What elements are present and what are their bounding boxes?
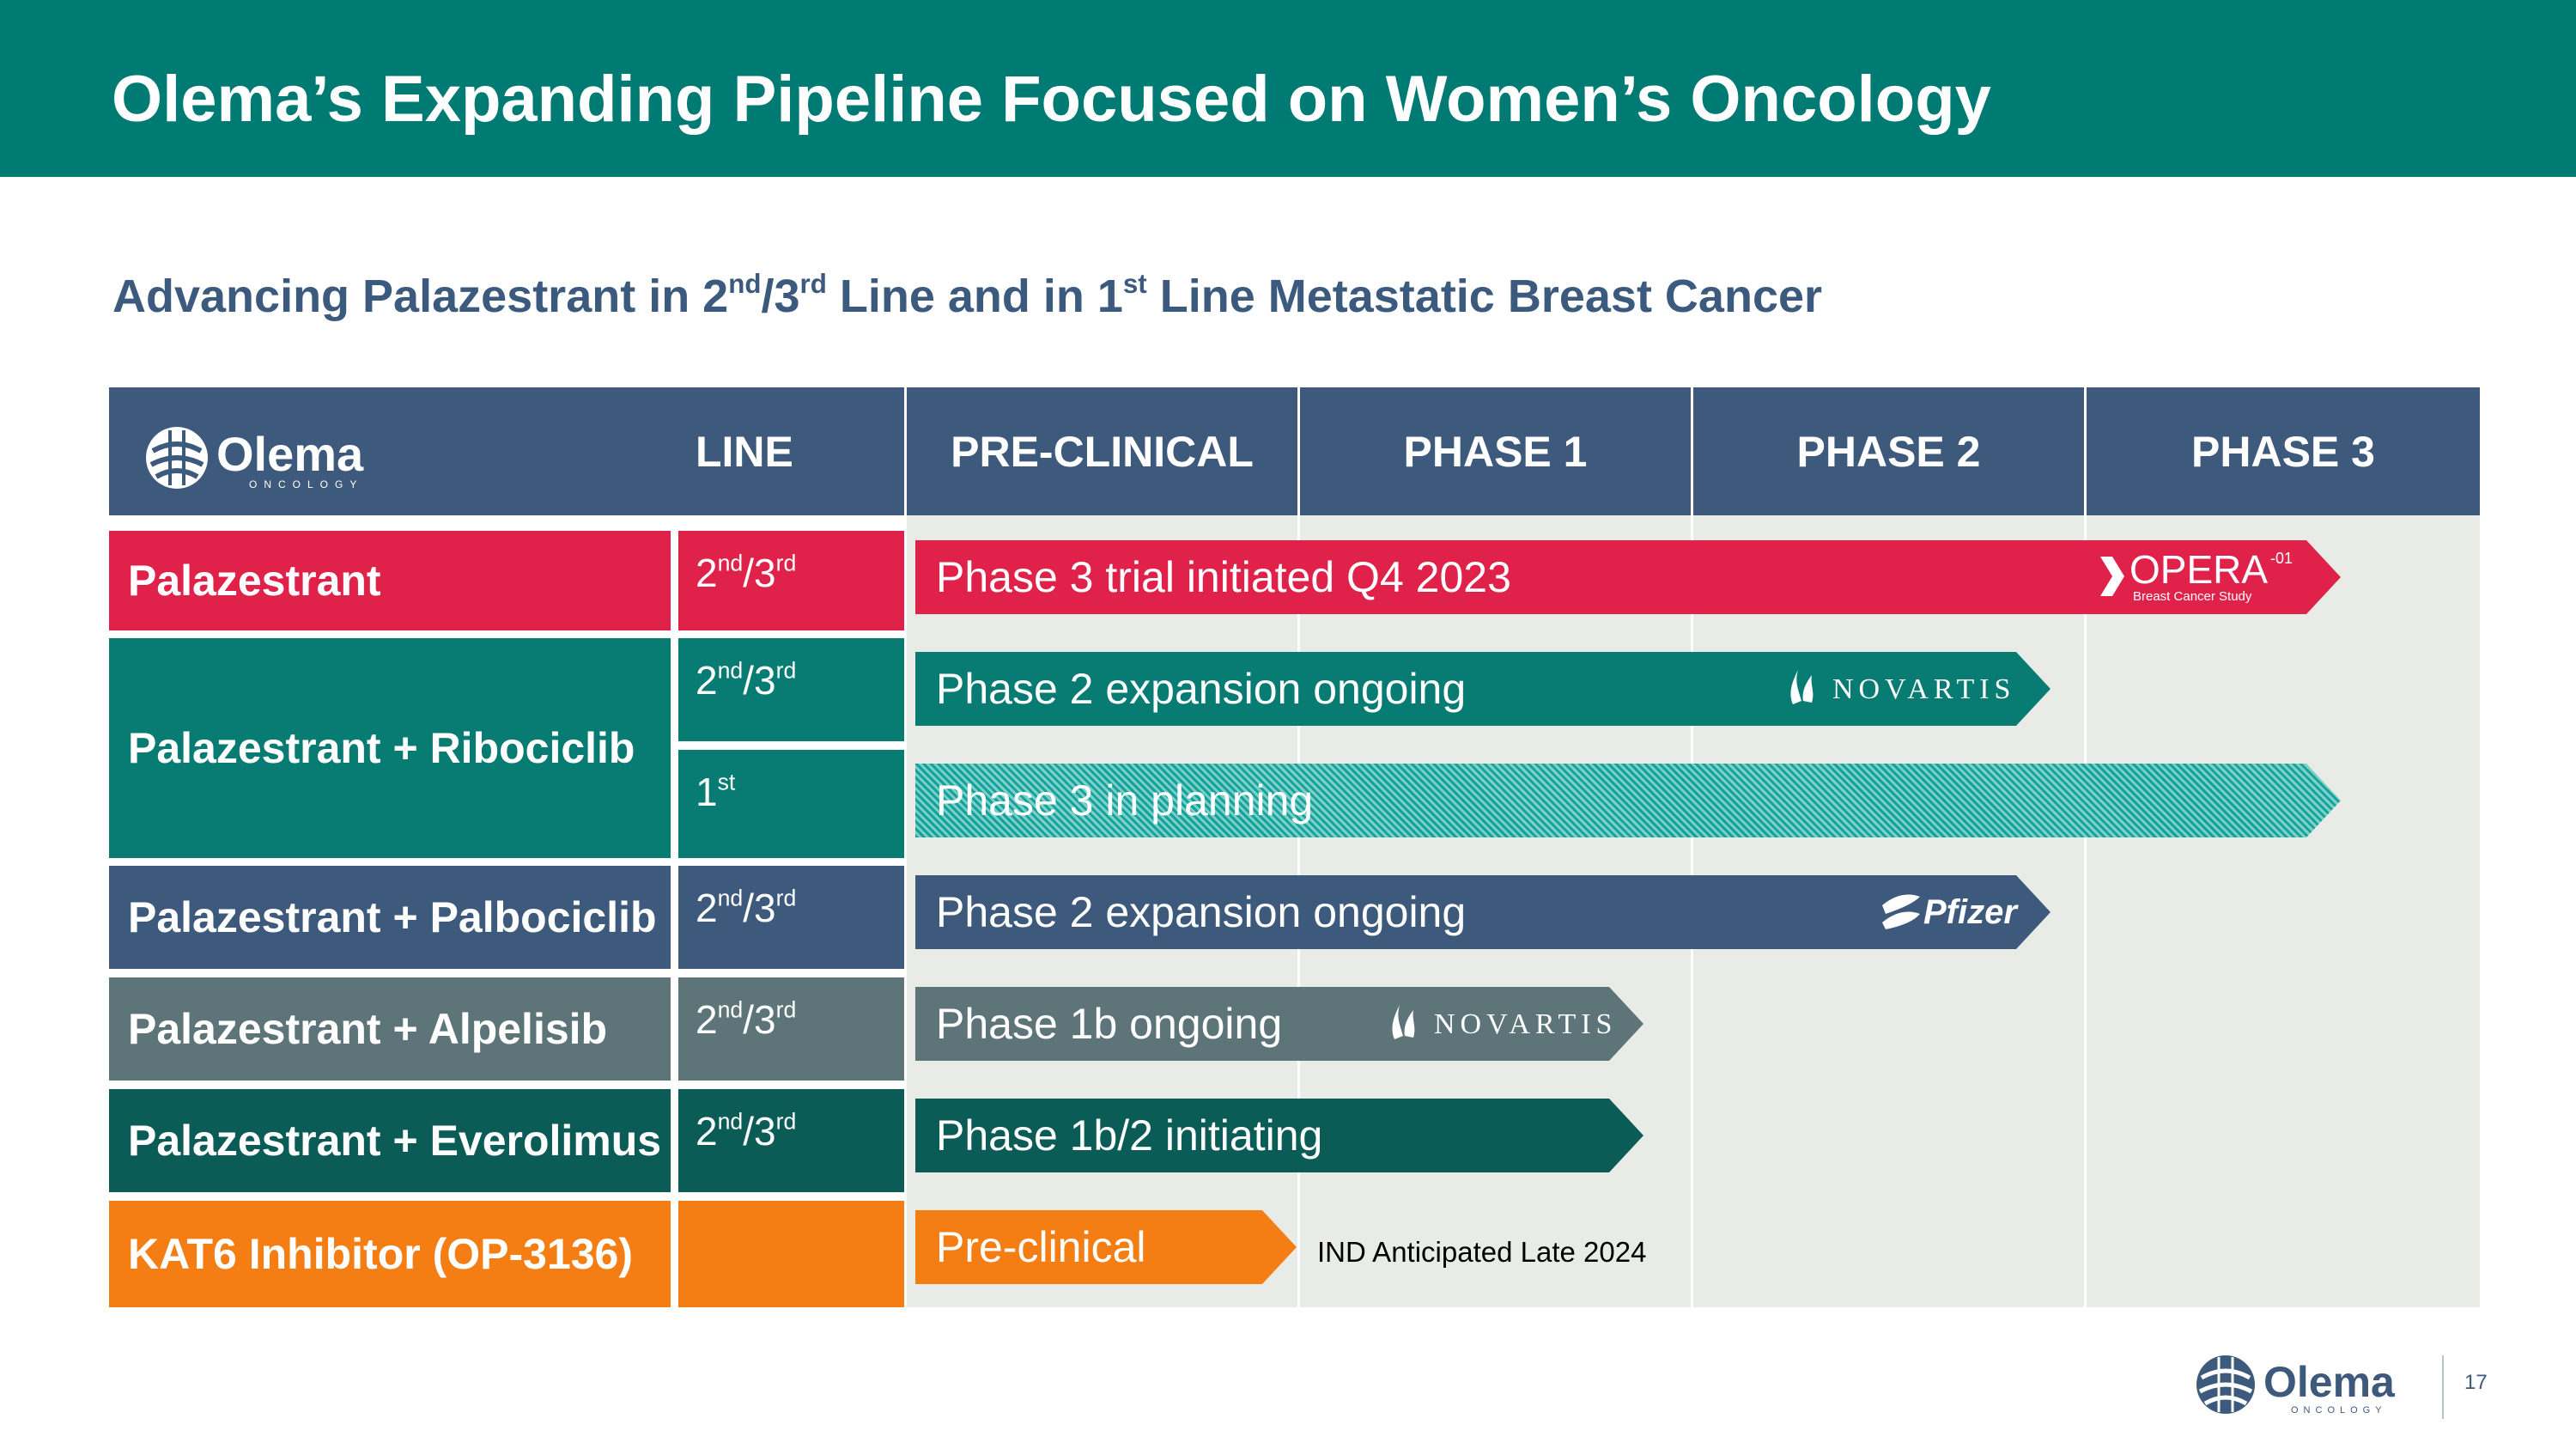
- footer-logo: Olema ONCOLOGY: [2195, 1352, 2418, 1429]
- ind-anticipated-note: IND Anticipated Late 2024: [1317, 1236, 1647, 1268]
- header-logo: Olema ONCOLOGY: [144, 425, 393, 502]
- header-phase2: PHASE 2: [1693, 387, 2084, 515]
- line-cell: 1st: [678, 750, 904, 858]
- header-drug-col: [109, 387, 904, 515]
- header-divider: [904, 387, 907, 515]
- opera-wordmark: OPERA: [2129, 547, 2269, 592]
- header-phase1: PHASE 1: [1300, 387, 1691, 515]
- progress-label: Phase 1b ongoing: [936, 1000, 1283, 1048]
- line-cell-empty: [678, 1201, 904, 1307]
- progress-bar-palbociclib: Phase 2 expansion ongoing: [915, 875, 2050, 949]
- olema-logo-icon: [2196, 1355, 2255, 1414]
- opera-01-logo: OPERA -01 Breast Cancer Study: [2099, 550, 2305, 610]
- progress-label: Phase 3 in planning: [936, 776, 1314, 825]
- footer-logo-tagline: ONCOLOGY: [2291, 1405, 2387, 1416]
- header-divider: [1691, 387, 1693, 515]
- subtitle: Advancing Palazestrant in 2nd/3rd Line a…: [112, 269, 1823, 322]
- novartis-flame-icon: [1392, 1005, 1415, 1039]
- line-cell: 2nd/3rd: [678, 1089, 904, 1192]
- progress-bar-alpelisib: Phase 1b ongoing: [915, 987, 1643, 1061]
- pfizer-pill-icon: [1882, 894, 1920, 929]
- progress-label: Phase 2 expansion ongoing: [936, 665, 1467, 713]
- drug-cell-palazestrant: Palazestrant: [109, 531, 671, 630]
- header-logo-wordmark: Olema: [216, 427, 364, 481]
- header-preclinical: PRE-CLINICAL: [907, 387, 1297, 515]
- opera-chevron-icon: [2100, 557, 2124, 596]
- progress-bar-ribociclib-2l: Phase 2 expansion ongoing: [915, 652, 2050, 726]
- novartis-wordmark: NOVARTIS: [1434, 1008, 1618, 1040]
- line-cell: 2nd/3rd: [678, 866, 904, 969]
- progress-bar-everolimus: Phase 1b/2 initiating: [915, 1099, 1643, 1172]
- drug-cell-palazestrant-everolimus: Palazestrant + Everolimus: [109, 1089, 671, 1192]
- opera-subtitle: Breast Cancer Study: [2133, 589, 2252, 604]
- progress-bar-kat6: Pre-clinical: [915, 1210, 1297, 1284]
- progress-bar-palazestrant: Phase 3 trial initiated Q4 2023: [915, 540, 2341, 614]
- footer-divider: [2442, 1355, 2444, 1419]
- footer-logo-wordmark: Olema: [2263, 1358, 2395, 1406]
- olema-logo-icon: [146, 427, 208, 489]
- line-cell: 2nd/3rd: [678, 977, 904, 1081]
- phase-gridline: [2084, 515, 2087, 1307]
- header-divider: [1297, 387, 1300, 515]
- opera-suffix: -01: [2270, 550, 2293, 567]
- line-cell: 2nd/3rd: [678, 531, 904, 630]
- drug-cell-palazestrant-ribociclib: Palazestrant + Ribociclib: [109, 638, 671, 858]
- drug-cell-kat6-inhibitor: KAT6 Inhibitor (OP-3136): [109, 1201, 671, 1307]
- novartis-logo: NOVARTIS: [1786, 667, 2010, 711]
- progress-label: Pre-clinical: [936, 1223, 1146, 1271]
- pfizer-logo: Pfizer: [1877, 885, 2017, 940]
- progress-label: Phase 1b/2 initiating: [936, 1111, 1323, 1160]
- header-line: LINE: [696, 427, 793, 476]
- pfizer-wordmark: Pfizer: [1923, 893, 2017, 931]
- page-title: Olema’s Expanding Pipeline Focused on Wo…: [112, 63, 1991, 136]
- drug-cell-palazestrant-alpelisib: Palazestrant + Alpelisib: [109, 977, 671, 1081]
- header-phase3: PHASE 3: [2087, 387, 2480, 515]
- header-divider: [2084, 387, 2087, 515]
- novartis-flame-icon: [1790, 670, 1814, 704]
- title-bar: [0, 0, 2576, 177]
- line-cell: 2nd/3rd: [678, 638, 904, 741]
- page-number: 17: [2464, 1371, 2488, 1394]
- progress-label: Phase 2 expansion ongoing: [936, 888, 1467, 936]
- novartis-logo: NOVARTIS: [1388, 1002, 1612, 1046]
- novartis-wordmark: NOVARTIS: [1832, 673, 2016, 705]
- header-logo-tagline: ONCOLOGY: [249, 478, 364, 490]
- progress-bar-ribociclib-1l: Phase 3 in planning: [915, 764, 2341, 837]
- progress-label: Phase 3 trial initiated Q4 2023: [936, 553, 1511, 601]
- drug-cell-palazestrant-palbociclib: Palazestrant + Palbociclib: [109, 866, 671, 969]
